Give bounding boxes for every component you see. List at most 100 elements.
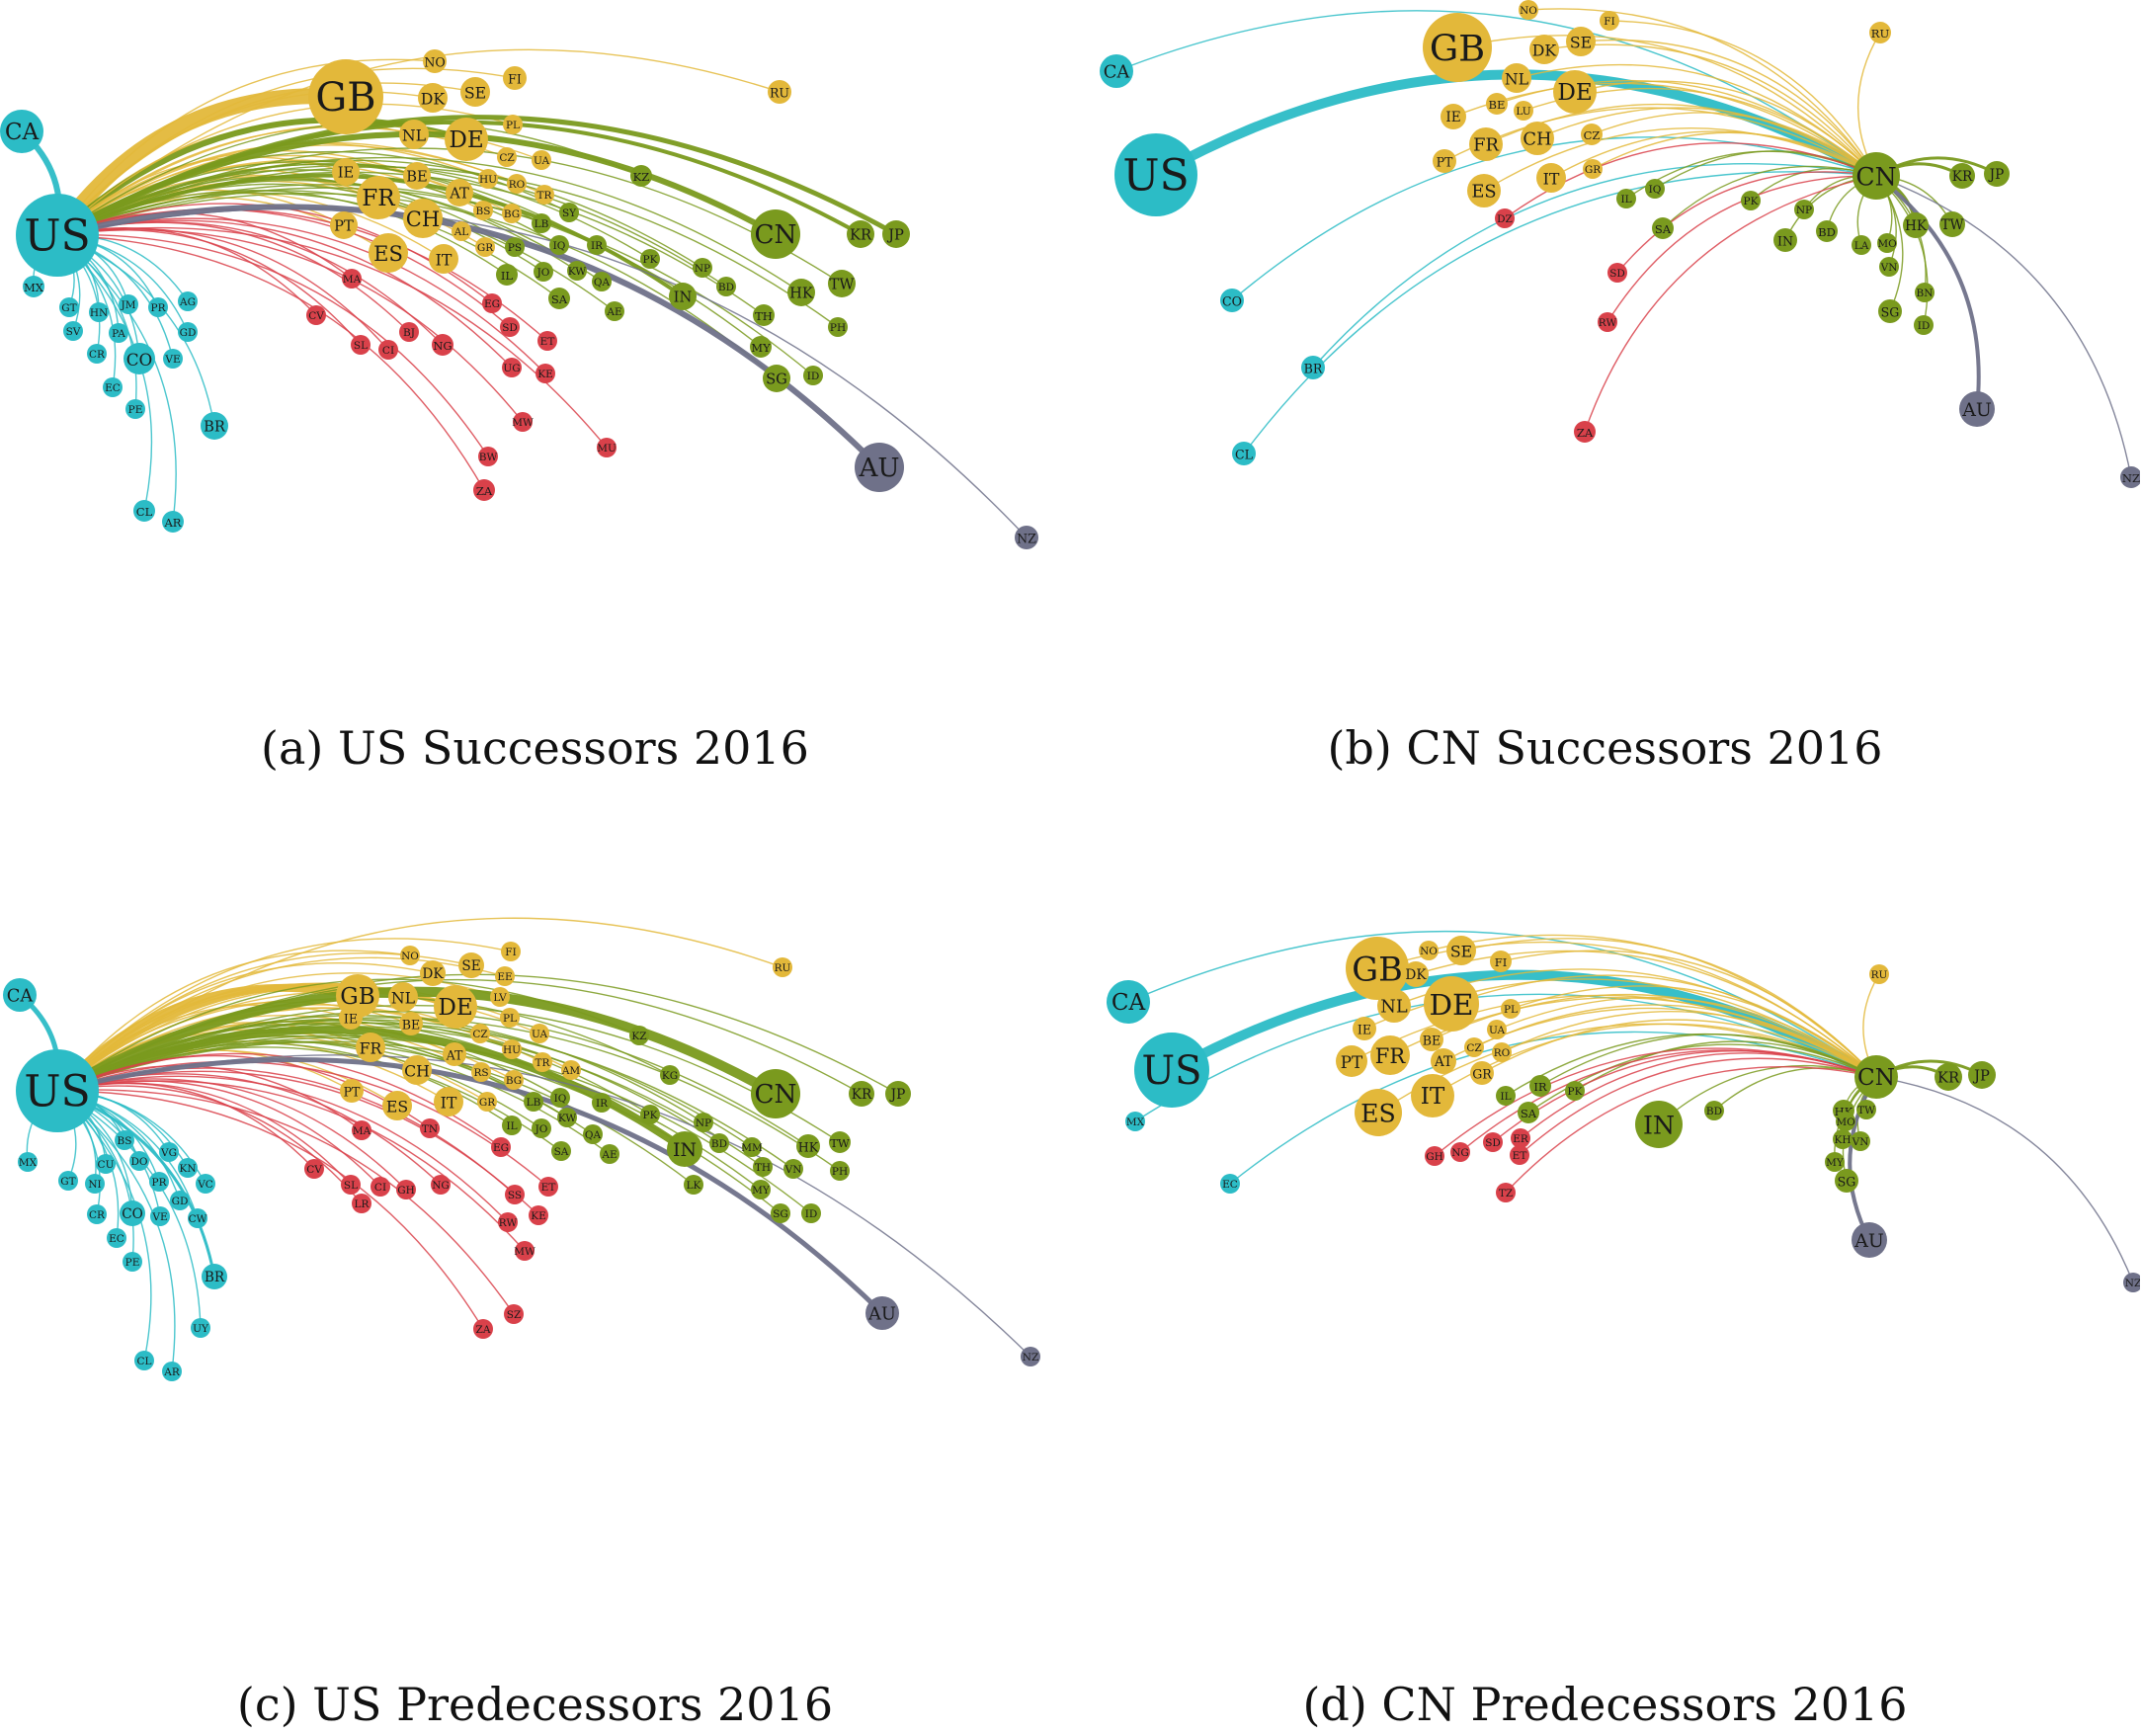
node-circle: [550, 1088, 570, 1108]
node-au: AU: [865, 1296, 899, 1330]
node-gd: GD: [178, 322, 198, 342]
node-cv: CV: [306, 305, 326, 325]
node-label: SD: [1485, 1137, 1501, 1149]
node-circle: [1492, 1042, 1512, 1062]
node-il: IL: [502, 1116, 522, 1135]
node-circle: [163, 349, 183, 369]
node-label: MO: [1836, 1116, 1855, 1128]
node-ec: EC: [103, 377, 123, 397]
node-circle: [1835, 1169, 1858, 1193]
edge-cn-cz: [1591, 112, 1877, 177]
node-label: IR: [596, 1098, 609, 1110]
node-label: UA: [534, 155, 550, 167]
node-label: DK: [421, 90, 446, 109]
node-pe: PE: [123, 1252, 142, 1272]
node-cn: CN: [1854, 1055, 1898, 1099]
node-label: PS: [508, 242, 522, 254]
node-qa: QA: [583, 1124, 603, 1144]
node-circle: [0, 110, 43, 153]
node-label: TH: [755, 309, 773, 323]
node-circle: [1425, 1146, 1444, 1166]
node-cz: CZ: [497, 147, 517, 167]
edge-cn-fi: [1608, 20, 1877, 177]
node-circle: [1232, 442, 1256, 465]
node-la: LA: [1852, 235, 1871, 255]
node-label: BD: [1706, 1106, 1722, 1117]
node-label: CU: [98, 1159, 115, 1171]
node-label: GB: [315, 75, 375, 121]
node-bs: BS: [115, 1130, 134, 1150]
edge-cn-ch: [1536, 107, 1877, 177]
node-ph: PH: [828, 317, 848, 337]
node-label: NZ: [2122, 471, 2140, 485]
node-label: KE: [537, 369, 553, 380]
node-label: AG: [179, 296, 196, 308]
node-label: FI: [508, 72, 522, 87]
edge-cn-pt: [1443, 107, 1877, 177]
node-no: NO: [1419, 941, 1439, 960]
node-ae: AE: [600, 1144, 619, 1164]
node-kw: KW: [567, 261, 587, 281]
node-circle: [371, 1177, 390, 1197]
node-label: KR: [1937, 1070, 1960, 1087]
node-label: IN: [674, 289, 693, 306]
node-tw: TW: [829, 1131, 851, 1153]
node-circle: [420, 960, 446, 986]
node-ar: AR: [162, 1362, 182, 1381]
node-ng: NG: [432, 334, 453, 356]
node-label: MW: [512, 417, 534, 429]
node-mx: MX: [1125, 1112, 1145, 1131]
node-circle: [1424, 976, 1479, 1032]
node-ci: CI: [371, 1177, 390, 1197]
node-label: VG: [160, 1147, 177, 1159]
node-circle: [1483, 1132, 1503, 1152]
node-circle: [1529, 1075, 1551, 1097]
node-label: BW: [479, 452, 498, 463]
node-label: SG: [1881, 305, 1900, 320]
edge-cn-sd: [1492, 1050, 1877, 1143]
node-circle: [1355, 1089, 1402, 1136]
node-label: DE: [438, 995, 472, 1021]
node-circle: [418, 83, 448, 113]
node-pt: PT: [330, 211, 358, 239]
node-circle: [1833, 1129, 1853, 1149]
node-vn: VN: [1851, 1131, 1870, 1151]
node-label: PL: [1504, 1004, 1518, 1016]
node-label: SD: [502, 322, 518, 334]
node-label: BD: [1818, 225, 1836, 239]
node-label: PE: [128, 404, 143, 416]
node-tw: TW: [1939, 211, 1965, 237]
node-gr: GR: [475, 237, 495, 257]
node-no: NO: [423, 49, 447, 73]
node-circle: [1336, 1045, 1367, 1077]
node-label: BR: [1304, 362, 1323, 376]
node-sg: SG: [763, 365, 790, 392]
node-pr: PR: [149, 1172, 169, 1192]
node-circle: [191, 1318, 210, 1338]
edge-us-bw: [56, 233, 489, 457]
node-circle: [432, 334, 453, 356]
node-circle: [87, 1204, 107, 1224]
node-fr: FR: [1469, 127, 1503, 161]
node-kr: KR: [1949, 163, 1975, 189]
node-hk: HK: [787, 279, 815, 306]
node-circle: [201, 412, 228, 440]
node-circle: [478, 447, 498, 466]
node-circle: [1470, 1061, 1494, 1085]
node-label: RW: [499, 1217, 518, 1229]
node-circle: [597, 438, 617, 457]
node-circle: [768, 80, 791, 104]
node-it: IT: [429, 244, 458, 274]
node-de: DE: [1553, 70, 1597, 114]
edge-cn-ie: [1452, 82, 1877, 177]
node-label: NI: [88, 1179, 101, 1191]
node-label: MX: [24, 281, 44, 294]
node-circle: [640, 249, 660, 269]
node-circle: [196, 1174, 215, 1194]
node-circle: [332, 158, 360, 186]
node-label: LK: [687, 1180, 701, 1192]
node-gr: GR: [1470, 1061, 1494, 1085]
node-lb: LB: [532, 213, 551, 233]
node-circle: [1370, 1035, 1410, 1075]
node-eg: EG: [491, 1137, 511, 1157]
